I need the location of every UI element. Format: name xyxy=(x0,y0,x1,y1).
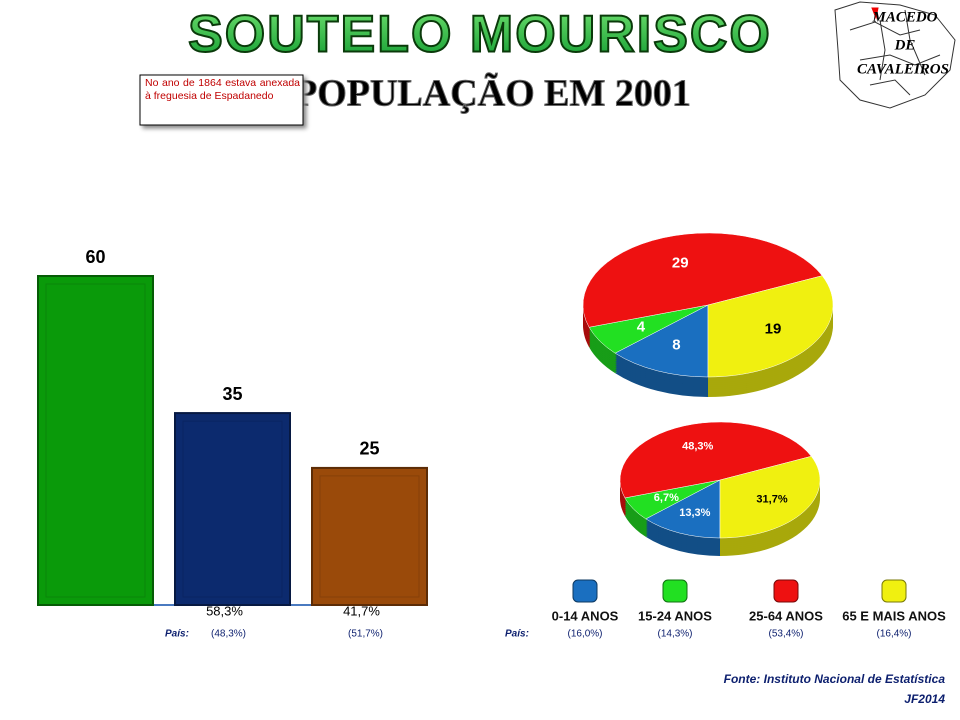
bar-bevel xyxy=(182,420,283,598)
bar-sub-label: 41,7% xyxy=(343,603,380,618)
country-value: (51,7%) xyxy=(348,629,383,640)
legend-swatch xyxy=(662,579,688,603)
pie-slice xyxy=(645,479,721,539)
pie-label: 19 xyxy=(765,320,782,337)
legend-label: 15-24 ANOS xyxy=(638,608,712,623)
legend-swatch xyxy=(572,579,598,603)
country-value: (16,4%) xyxy=(876,629,911,640)
source: Fonte: Instituto Nacional de Estatística xyxy=(724,672,946,686)
bar-sub-label: 58,3% xyxy=(206,603,243,618)
bar-value: 35 xyxy=(222,384,242,404)
map-label: CAVALEIROS xyxy=(857,61,949,77)
subtitle: A POPULAÇÃO EM 2001 xyxy=(259,73,691,115)
legend-label: 0-14 ANOS xyxy=(552,608,619,623)
pie-label: 13,3% xyxy=(679,507,710,519)
pie-slice xyxy=(707,275,834,378)
bar-value: 60 xyxy=(85,247,105,267)
pie-label: 48,3% xyxy=(682,440,713,452)
bar xyxy=(311,466,428,606)
legend-swatch xyxy=(881,579,907,603)
pie-slice xyxy=(719,456,821,539)
legend-swatch xyxy=(773,579,799,603)
bar-bevel xyxy=(319,475,420,598)
author: JF2014 xyxy=(904,692,945,706)
map-label: DE xyxy=(894,37,916,53)
legend-label: 25-64 ANOS xyxy=(749,608,823,623)
map-label: MACEDO xyxy=(871,9,937,25)
country-value: (14,3%) xyxy=(657,629,692,640)
country-value: (48,3%) xyxy=(211,629,246,640)
pie-slice xyxy=(582,232,823,328)
pie-label: 8 xyxy=(672,337,680,354)
legend-label: 65 E MAIS ANOS xyxy=(842,608,946,623)
country-value: (16,0%) xyxy=(567,629,602,640)
pie-label: 4 xyxy=(637,318,646,335)
pie-slice xyxy=(614,304,709,378)
pie-label: 31,7% xyxy=(756,493,787,505)
bar xyxy=(37,275,154,606)
note-box: No ano de 1864 estava anexada à freguesi… xyxy=(139,74,304,126)
title: SOUTELO MOURISCO xyxy=(188,6,772,64)
bar xyxy=(174,412,291,607)
country-value: (53,4%) xyxy=(768,629,803,640)
note: No ano de 1864 estava anexada à freguesi… xyxy=(145,77,300,102)
country-label: País: xyxy=(165,629,189,640)
bar-bevel xyxy=(45,283,146,598)
bar-value: 25 xyxy=(359,439,379,459)
pie-slice xyxy=(619,421,812,499)
map xyxy=(834,1,956,109)
country-label: País: xyxy=(505,629,529,640)
pie-label: 6,7% xyxy=(654,492,679,504)
pie-label: 29 xyxy=(672,254,689,271)
